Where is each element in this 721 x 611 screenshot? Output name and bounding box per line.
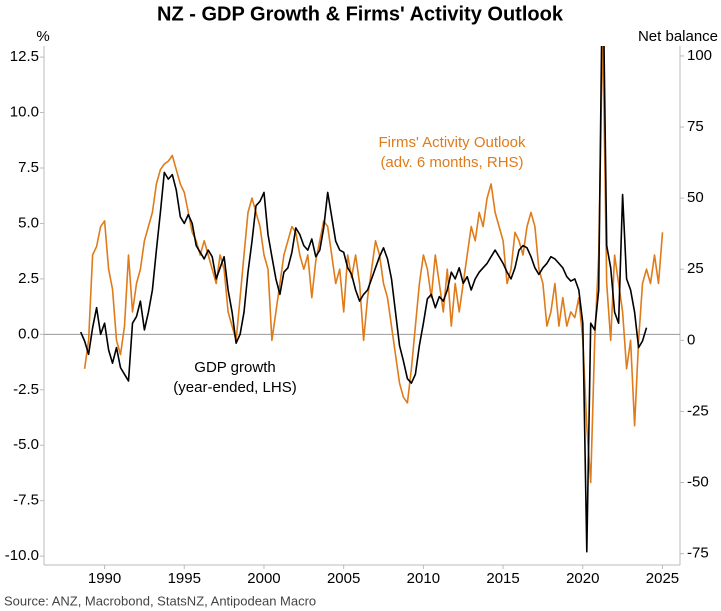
y-tick-label: -7.5 — [13, 492, 39, 509]
y2-axis-label: Net balance — [638, 28, 718, 45]
x-tick-label: 1990 — [88, 570, 121, 587]
series-line — [79, 46, 648, 553]
source: Source: ANZ, Macrobond, StatsNZ, Antipod… — [4, 593, 316, 608]
y-tick-label: -2.5 — [13, 381, 39, 398]
y-tick-label: 7.5 — [18, 159, 39, 176]
y-tick-label: 0.0 — [18, 325, 39, 342]
y-tick-label: 10.0 — [10, 104, 39, 121]
x-tick-label: 2015 — [486, 570, 519, 587]
annotation: (adv. 6 months, RHS) — [380, 154, 523, 171]
x-tick-label: 2010 — [407, 570, 440, 587]
y-tick-label: 5.0 — [18, 214, 39, 231]
plot-area — [44, 46, 680, 553]
y2-tick-label: -25 — [687, 402, 709, 419]
annotation: Firms' Activity Outlook — [378, 134, 526, 151]
y2-tick-label: 75 — [687, 118, 704, 135]
y-tick-label: -10.0 — [5, 547, 39, 564]
y2-tick-label: 50 — [687, 189, 704, 206]
y-tick-label: -5.0 — [13, 436, 39, 453]
y-tick-label: 2.5 — [18, 270, 39, 287]
x-tick-label: 1995 — [168, 570, 201, 587]
y-axis-label: % — [36, 28, 49, 45]
annotation: (year-ended, LHS) — [173, 379, 296, 396]
chart-title: NZ - GDP Growth & Firms' Activity Outloo… — [157, 3, 564, 25]
x-tick-label: 2025 — [646, 570, 679, 587]
x-tick-label: 2000 — [247, 570, 280, 587]
y2-tick-label: 25 — [687, 260, 704, 277]
annotation: GDP growth — [194, 359, 275, 376]
y2-tick-label: -75 — [687, 545, 709, 562]
y-tick-label: 12.5 — [10, 48, 39, 65]
y2-tick-label: 100 — [687, 47, 712, 64]
x-tick-label: 2020 — [566, 570, 599, 587]
y2-tick-label: -50 — [687, 473, 709, 490]
series-line — [83, 46, 664, 484]
x-tick-label: 2005 — [327, 570, 360, 587]
y2-tick-label: 0 — [687, 331, 695, 348]
